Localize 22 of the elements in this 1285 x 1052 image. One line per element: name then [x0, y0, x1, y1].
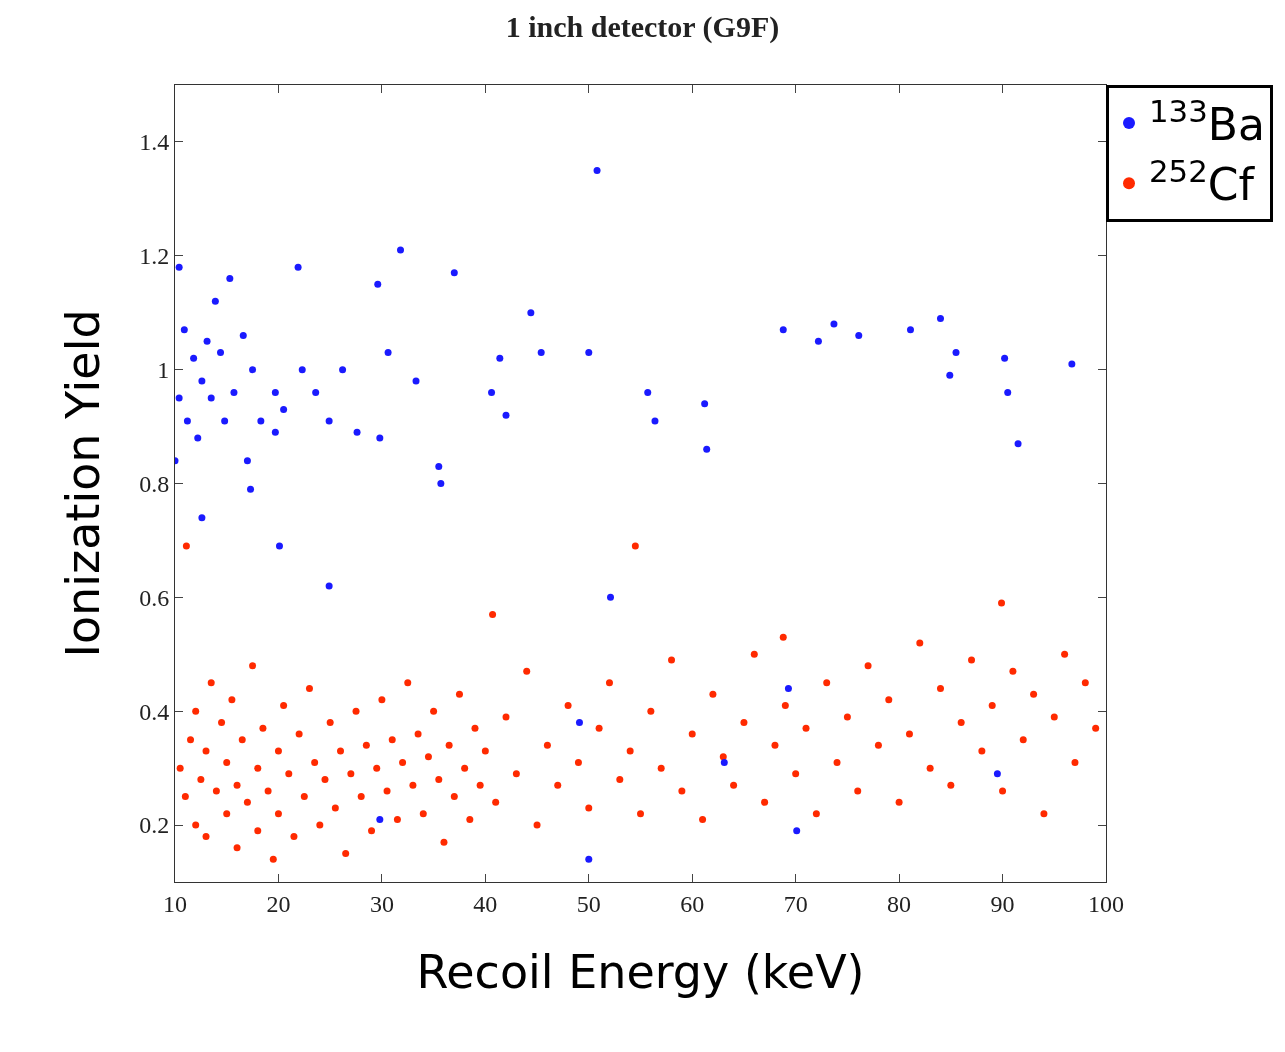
x-tick-label: 100 [1088, 890, 1124, 917]
y-tick-label: 1.2 [139, 243, 170, 270]
x-tick-label: 10 [163, 890, 187, 917]
legend-label: $^{252}$Cf [1149, 152, 1256, 211]
x-tick-label: 90 [990, 890, 1015, 917]
y-tick-label: 0.8 [139, 470, 170, 497]
y-tick-label: 1 [157, 357, 170, 384]
x-tick-label: 40 [473, 890, 498, 917]
x-tick-label: 80 [887, 890, 912, 917]
x-tick-label: 30 [369, 890, 394, 917]
x-tick-label: 60 [680, 890, 705, 917]
y-tick-label: 1.4 [139, 129, 170, 156]
chart-title: 1 inch detector (G9F) [505, 9, 780, 44]
y-tick-label: 0.4 [139, 698, 170, 725]
x-tick-label: 50 [576, 890, 601, 917]
y-tick-label: 0.2 [139, 812, 170, 839]
x-tick-label: 20 [266, 890, 291, 917]
x-axis-title: Recoil Energy (keV) [416, 945, 865, 1000]
y-tick-label: 0.6 [139, 584, 170, 611]
x-tick-label: 70 [783, 890, 808, 917]
y-axis-title: Ionization Yield [55, 309, 110, 658]
legend-label: $^{133}$Ba [1149, 92, 1265, 151]
